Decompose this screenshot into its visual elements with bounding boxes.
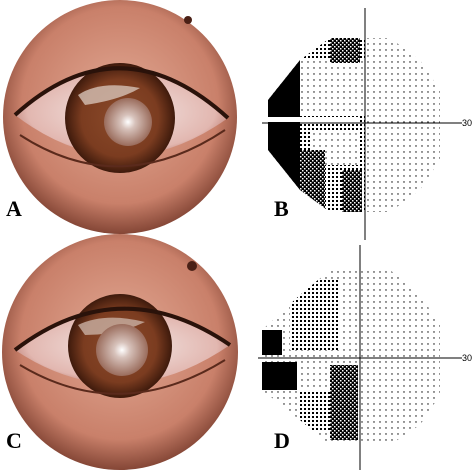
eye-photo-c: [2, 234, 238, 470]
panel-label: C: [6, 428, 22, 453]
panel-label: B: [274, 196, 289, 221]
axis-label: 30: [462, 118, 472, 128]
panel-label: A: [6, 196, 22, 221]
panel-label: D: [274, 428, 290, 453]
axis-label: 30: [462, 353, 472, 363]
eye-photo-a: [3, 0, 237, 234]
visual-field-b: [262, 8, 462, 240]
